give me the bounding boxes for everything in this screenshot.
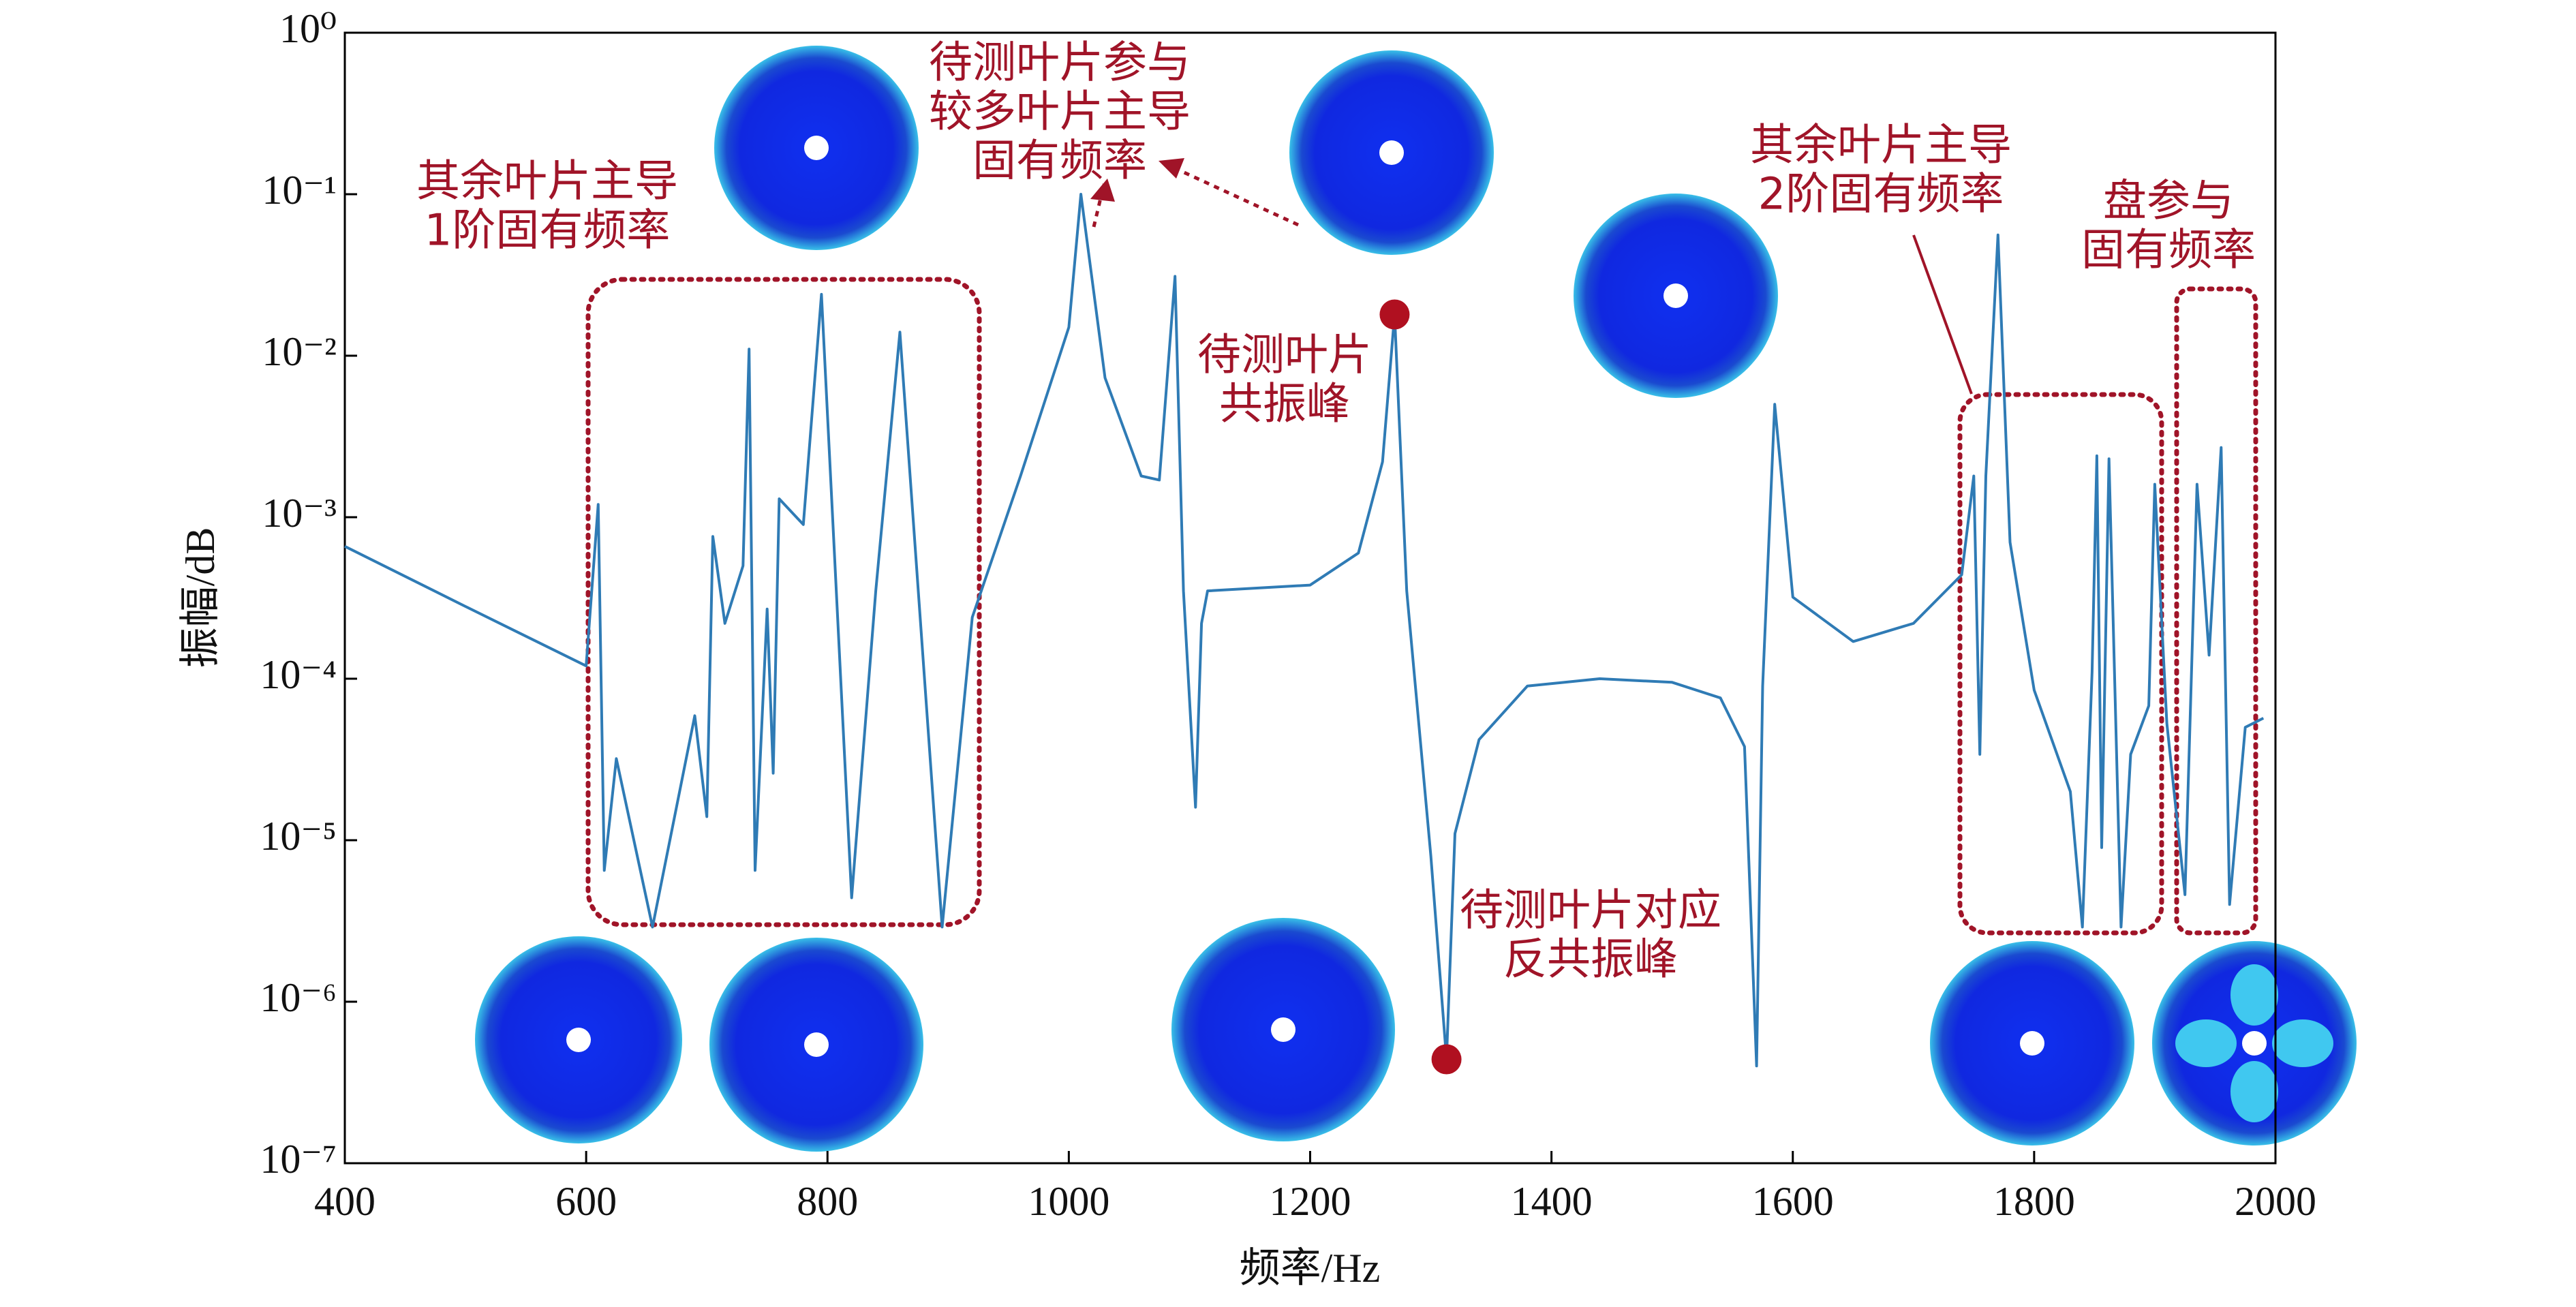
mode-shape [2152,941,2357,1145]
annotation: 较多叶片主导 [929,87,1191,138]
x-tick-label: 600 [555,1179,617,1224]
y-tick-label: 10⁻¹ [262,168,337,213]
mode-shape [709,938,923,1152]
y-tick-label: 10⁻⁷ [260,1137,337,1182]
x-tick-label: 400 [314,1179,375,1224]
x-tick-label: 1800 [1993,1179,2075,1224]
mode-shape [714,46,919,250]
data-line [344,193,2265,1068]
y-tick-label: 10⁻² [262,329,337,374]
mode-shape [475,936,682,1143]
x-tick-label: 1200 [1270,1179,1351,1224]
y-tick-label: 10⁻⁴ [260,652,337,697]
mode-shapes [475,46,2357,1152]
annotation: 反共振峰 [1503,935,1678,985]
y-tick-label: 10⁻⁶ [260,975,337,1020]
annotation: 固有频率 [972,136,1147,187]
annotation: 其余叶片主导 [416,157,678,207]
leader-line [1912,234,1973,395]
marker [1431,1044,1462,1075]
annotation: 盘参与 [2103,176,2234,227]
region-box [1957,392,2164,936]
y-tick-label: 10⁻⁵ [260,814,337,859]
arrow-head [1159,158,1184,179]
y-axis-label: 振幅/dB [178,527,223,668]
annotation: 待测叶片 [1197,330,1372,381]
annotation: 待测叶片对应 [1460,886,1721,936]
x-tick-label: 1000 [1028,1179,1109,1224]
mode-shape [1171,918,1395,1141]
arrow-head [1090,179,1115,202]
mode-shape [1930,941,2134,1145]
annotation: 共振峰 [1219,380,1350,430]
annotation-shapes [585,158,2258,936]
annotation: 固有频率 [2081,226,2256,276]
x-tick-label: 1400 [1511,1179,1593,1224]
y-tick-label: 10⁻³ [262,491,337,536]
region-box [585,277,982,927]
x-axis-label: 频率/Hz [1240,1246,1381,1291]
annotation: 2阶固有频率 [1758,170,2004,220]
x-tick-label: 1600 [1752,1179,1834,1224]
annotation: 待测叶片参与 [929,38,1191,89]
x-tick-label: 800 [797,1179,858,1224]
arrow [1171,165,1300,227]
mode-shape [1289,50,1494,255]
annotation: 其余叶片主导 [1750,121,2012,171]
annotation: 1阶固有频率 [425,206,671,256]
region-box [2174,286,2258,936]
marker [1379,299,1410,330]
y-tick-label: 10⁰ [279,6,337,51]
x-tick-label: 2000 [2235,1179,2316,1224]
mode-shape [1574,194,1778,398]
